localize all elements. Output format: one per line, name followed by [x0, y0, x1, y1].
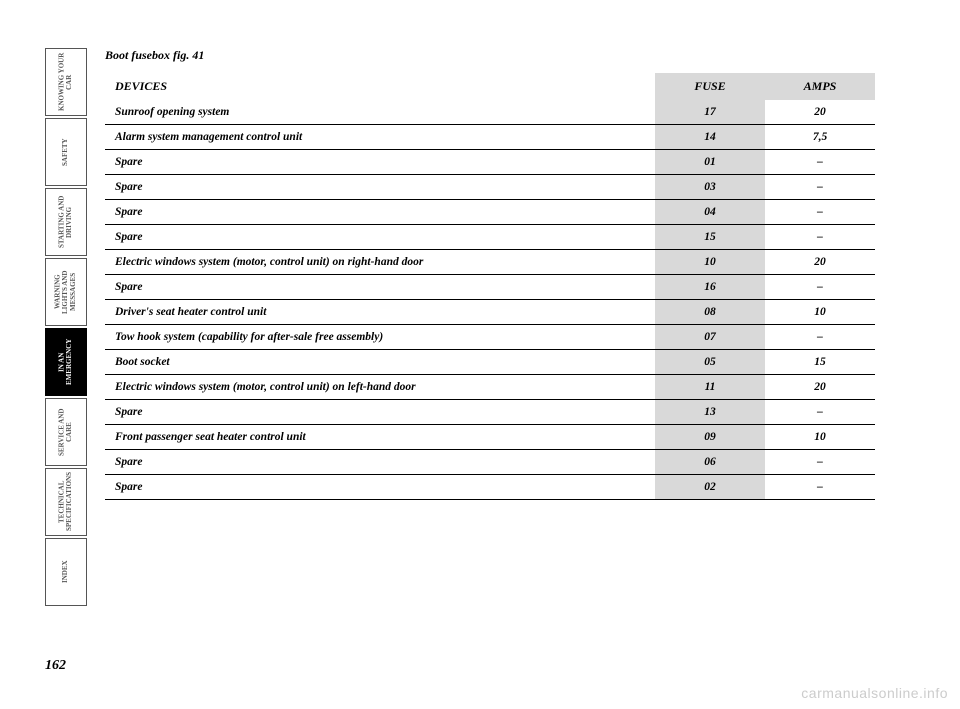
cell-fuse: 02: [655, 475, 765, 500]
side-tab[interactable]: INDEX: [45, 538, 87, 606]
table-row: Spare02–: [105, 475, 875, 500]
side-tab[interactable]: KNOWING YOUR CAR: [45, 48, 87, 116]
cell-fuse: 01: [655, 150, 765, 175]
header-fuse: FUSE: [655, 73, 765, 100]
cell-device: Electric windows system (motor, control …: [105, 375, 655, 400]
cell-amps: 15: [765, 350, 875, 375]
cell-fuse: 07: [655, 325, 765, 350]
cell-fuse: 15: [655, 225, 765, 250]
cell-amps: –: [765, 200, 875, 225]
cell-amps: 7,5: [765, 125, 875, 150]
cell-fuse: 05: [655, 350, 765, 375]
cell-amps: –: [765, 175, 875, 200]
table-row: Spare15–: [105, 225, 875, 250]
cell-device: Boot socket: [105, 350, 655, 375]
side-tab[interactable]: IN AN EMERGENCY: [45, 328, 87, 396]
cell-fuse: 03: [655, 175, 765, 200]
header-amps: AMPS: [765, 73, 875, 100]
cell-fuse: 13: [655, 400, 765, 425]
side-tab[interactable]: SAFETY: [45, 118, 87, 186]
cell-fuse: 06: [655, 450, 765, 475]
cell-device: Spare: [105, 475, 655, 500]
cell-amps: 20: [765, 100, 875, 125]
cell-amps: –: [765, 225, 875, 250]
cell-fuse: 11: [655, 375, 765, 400]
cell-device: Front passenger seat heater control unit: [105, 425, 655, 450]
cell-amps: 10: [765, 425, 875, 450]
side-tab[interactable]: TECHNICAL SPECIFICATIONS: [45, 468, 87, 536]
table-row: Front passenger seat heater control unit…: [105, 425, 875, 450]
cell-device: Spare: [105, 175, 655, 200]
cell-fuse: 10: [655, 250, 765, 275]
cell-amps: 20: [765, 375, 875, 400]
page-content: Boot fusebox fig. 41 DEVICES FUSE AMPS S…: [105, 48, 875, 500]
cell-device: Tow hook system (capability for after-sa…: [105, 325, 655, 350]
table-row: Spare03–: [105, 175, 875, 200]
page-number: 162: [45, 658, 66, 674]
cell-amps: 10: [765, 300, 875, 325]
side-tab[interactable]: STARTING AND DRIVING: [45, 188, 87, 256]
cell-device: Alarm system management control unit: [105, 125, 655, 150]
cell-device: Spare: [105, 450, 655, 475]
cell-fuse: 08: [655, 300, 765, 325]
table-row: Spare04–: [105, 200, 875, 225]
header-devices: DEVICES: [105, 73, 655, 100]
cell-fuse: 14: [655, 125, 765, 150]
cell-device: Spare: [105, 150, 655, 175]
table-row: Alarm system management control unit147,…: [105, 125, 875, 150]
cell-amps: –: [765, 475, 875, 500]
cell-amps: –: [765, 400, 875, 425]
table-row: Electric windows system (motor, control …: [105, 250, 875, 275]
table-row: Spare06–: [105, 450, 875, 475]
cell-device: Spare: [105, 275, 655, 300]
side-tab[interactable]: WARNING LIGHTS AND MESSAGES: [45, 258, 87, 326]
cell-device: Spare: [105, 200, 655, 225]
table-row: Spare16–: [105, 275, 875, 300]
table-row: Boot socket0515: [105, 350, 875, 375]
side-tabs: KNOWING YOUR CARSAFETYSTARTING AND DRIVI…: [45, 48, 87, 606]
cell-device: Sunroof opening system: [105, 100, 655, 125]
cell-device: Driver's seat heater control unit: [105, 300, 655, 325]
table-row: Spare13–: [105, 400, 875, 425]
cell-fuse: 17: [655, 100, 765, 125]
table-title: Boot fusebox fig. 41: [105, 48, 875, 63]
cell-fuse: 16: [655, 275, 765, 300]
cell-fuse: 04: [655, 200, 765, 225]
cell-amps: –: [765, 450, 875, 475]
table-row: Spare01–: [105, 150, 875, 175]
table-row: Sunroof opening system1720: [105, 100, 875, 125]
cell-device: Spare: [105, 400, 655, 425]
table-row: Driver's seat heater control unit0810: [105, 300, 875, 325]
watermark: carmanualsonline.info: [801, 685, 948, 701]
table-row: Tow hook system (capability for after-sa…: [105, 325, 875, 350]
side-tab[interactable]: SERVICE AND CARE: [45, 398, 87, 466]
cell-device: Electric windows system (motor, control …: [105, 250, 655, 275]
cell-fuse: 09: [655, 425, 765, 450]
fuse-table: DEVICES FUSE AMPS Sunroof opening system…: [105, 73, 875, 500]
cell-amps: 20: [765, 250, 875, 275]
cell-device: Spare: [105, 225, 655, 250]
cell-amps: –: [765, 150, 875, 175]
table-row: Electric windows system (motor, control …: [105, 375, 875, 400]
cell-amps: –: [765, 325, 875, 350]
cell-amps: –: [765, 275, 875, 300]
